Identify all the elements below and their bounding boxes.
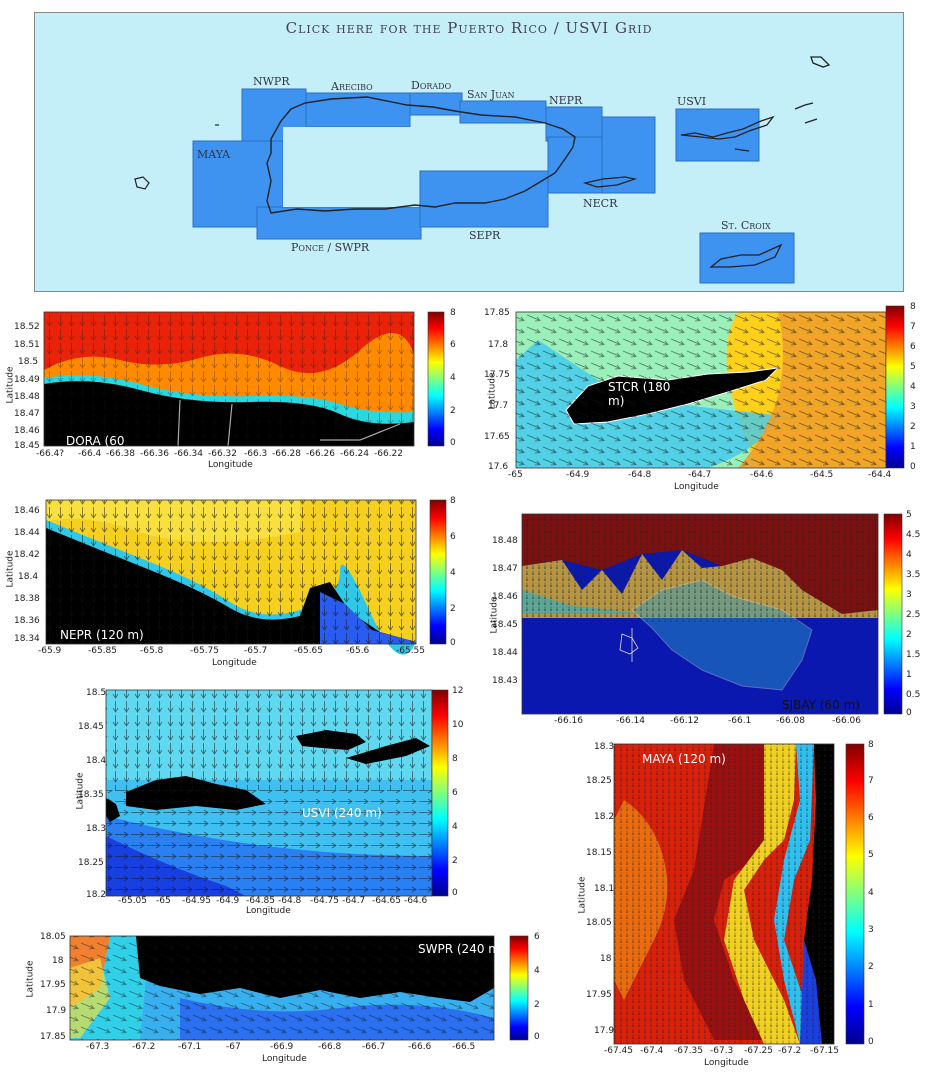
grid-map-panel[interactable]: Click here for the Puerto Rico / USVI Gr… [34,12,904,292]
box-sanjuan [459,100,547,124]
maya-ylabel: Latitude [577,876,588,914]
dora-label: DORA (60 [66,434,125,448]
label-nwpr[interactable]: NWPR [253,75,290,88]
usvi-plot [105,689,449,897]
label-ponce[interactable]: Ponce / SWPR [291,241,370,254]
label-sanjuan[interactable]: San Juan [467,88,515,101]
panel-usvi: USVI (240 m) Latitude Longitude -65.05 -… [66,686,478,918]
box-sepr [419,170,549,228]
usvi-islands [680,102,818,152]
panel-swpr: SWPR (240 m Latitude Longitude -67.3 -67… [0,928,560,1068]
box-dorado [409,92,463,116]
maya-plot [613,743,865,1045]
nepr-xlabel: Longitude [212,658,257,668]
panel-maya: MAYA (120 m) Latitude Longitude -67.45 -… [564,740,938,1072]
sjbay-plot [521,513,903,715]
box-stcroix [699,232,795,284]
usvi-xlabel: Longitude [246,906,291,916]
label-maya[interactable]: MAYA [197,148,231,161]
maya-label: MAYA (120 m) [642,752,726,766]
label-nepr[interactable]: NEPR [549,94,583,107]
sjbay-label: SJBAY (60 m) [782,698,860,712]
grid-map-boxes [134,56,831,284]
panel-dora: DORA (60 Latitude Longitude -66.4? -66.4… [0,300,470,480]
swpr-plot [69,935,529,1041]
box-usvi [675,108,760,162]
usvi-label: USVI (240 m) [302,806,382,820]
panel-stcr: STCR (180 m) Latitude Longitude -65 -64.… [478,300,938,495]
dora-plot [43,311,445,447]
nepr-plot [45,499,447,655]
label-stcroix[interactable]: St. Croix [721,219,771,232]
nepr-label: NEPR (120 m) [60,628,144,642]
stcr-xlabel: Longitude [674,482,719,492]
label-usvi[interactable]: USVI [677,95,707,108]
puerto-rico-coastline [266,96,576,214]
maya-xlabel: Longitude [704,1058,749,1068]
swpr-label: SWPR (240 m [418,942,500,956]
stcr-label: STCR (180 m) [608,380,671,408]
box-east [601,116,656,194]
label-sepr[interactable]: SEPR [469,229,501,242]
dora-xlabel: Longitude [208,460,253,470]
box-ponce [256,206,422,240]
stcr-plot [515,305,905,469]
swpr-ylabel: Latitude [25,960,36,998]
label-dorado[interactable]: Dorado [411,79,452,92]
box-necr [547,136,603,194]
label-necr[interactable]: NECR [583,197,618,210]
swpr-xlabel: Longitude [262,1054,307,1064]
panel-nepr: NEPR (120 m) Latitude Longitude -65.9 -6… [0,492,470,670]
st-croix-island [709,243,783,268]
panel-sjbay: SJBAY (60 m) Latitude -66.16 -66.14 -66.… [482,510,938,730]
label-arecibo[interactable]: Arecibo [331,80,373,93]
grid-map-title[interactable]: Click here for the Puerto Rico / USVI Gr… [285,19,653,37]
